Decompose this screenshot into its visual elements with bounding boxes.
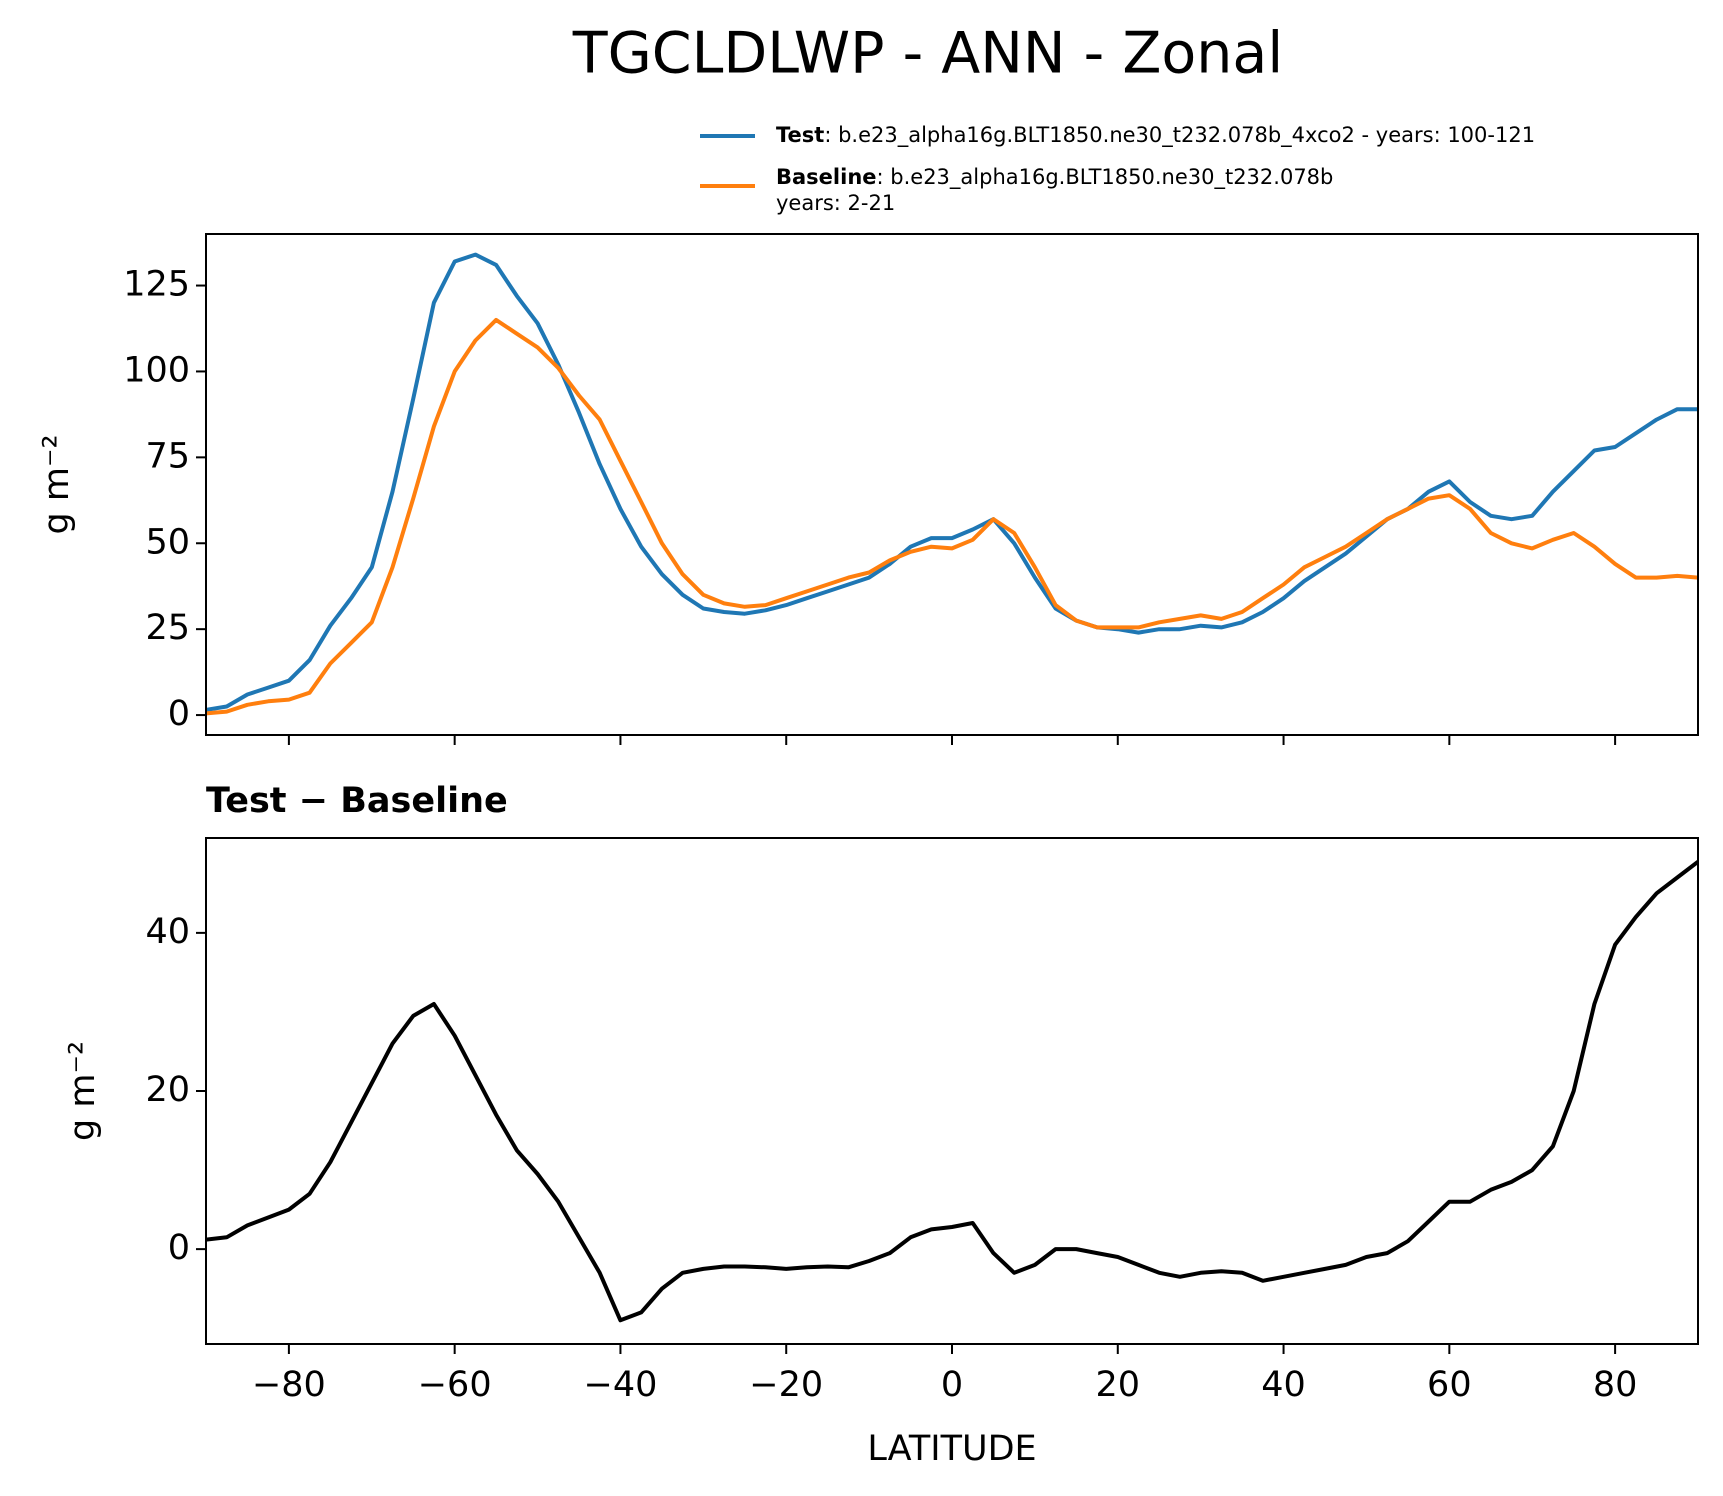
legend-description: years: 2-21 [776, 191, 895, 215]
panel-title: Test − Baseline [206, 781, 508, 821]
y-tick-label: 0 [168, 694, 190, 734]
legend-description: : b.e23_alpha16g.BLT1850.ne30_t232.078b [877, 165, 1334, 190]
y-tick-label: 75 [145, 436, 190, 476]
series-line [206, 252, 1698, 712]
legend-label: Test: b.e23_alpha16g.BLT1850.ne30_t232.0… [776, 123, 1535, 148]
x-tick-label: 60 [1427, 1365, 1472, 1405]
plot-frame [205, 233, 1699, 736]
legend-name: Test [776, 123, 824, 147]
y-tick-label: 40 [145, 912, 190, 952]
y-tick-label: 20 [145, 1070, 190, 1110]
x-tick-label: −80 [252, 1365, 326, 1405]
y-tick-label: 25 [145, 608, 190, 648]
y-axis-label: g m⁻² [63, 1041, 103, 1141]
x-tick-label: −60 [418, 1365, 492, 1405]
x-tick-label: 20 [1096, 1365, 1141, 1405]
y-tick-label: 100 [123, 350, 190, 390]
y-axis-label: g m⁻² [37, 435, 77, 535]
legend-name: Baseline [776, 165, 877, 189]
series-line [206, 317, 1698, 716]
legend-description: : b.e23_alpha16g.BLT1850.ne30_t232.078b_… [824, 123, 1535, 148]
x-tick-label: 40 [1261, 1365, 1306, 1405]
x-tick-label: −40 [584, 1365, 658, 1405]
plot-frame [205, 837, 1699, 1345]
figure-title: TGCLDLWP - ANN - Zonal [572, 21, 1283, 87]
x-tick-label: −20 [749, 1365, 823, 1405]
legend-label: Baseline: b.e23_alpha16g.BLT1850.ne30_t2… [776, 165, 1333, 190]
y-tick-label: 0 [168, 1228, 190, 1268]
x-tick-label: 80 [1593, 1365, 1638, 1405]
series-line [206, 860, 1698, 1323]
y-tick-label: 50 [145, 522, 190, 562]
y-tick-label: 125 [123, 265, 190, 305]
x-axis-label: LATITUDE [867, 1429, 1036, 1469]
x-tick-label: 0 [941, 1365, 963, 1405]
